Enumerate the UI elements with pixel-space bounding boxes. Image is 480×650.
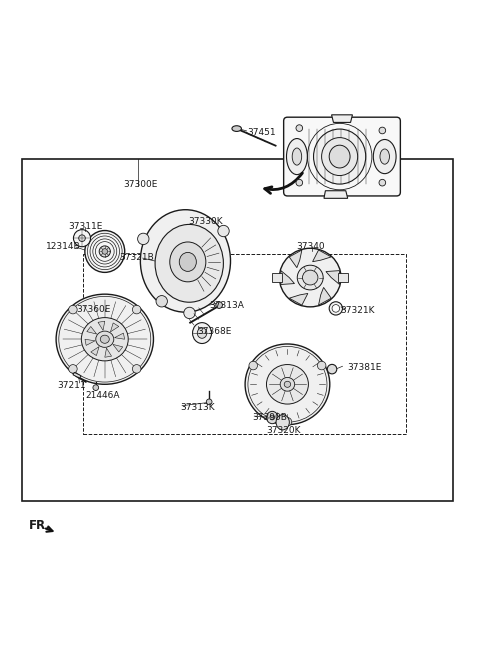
Ellipse shape <box>138 233 149 244</box>
Ellipse shape <box>79 235 85 242</box>
Text: 37313A: 37313A <box>209 300 244 309</box>
FancyArrowPatch shape <box>46 526 52 532</box>
Ellipse shape <box>380 149 389 164</box>
Ellipse shape <box>283 417 292 426</box>
Ellipse shape <box>102 249 108 254</box>
Ellipse shape <box>218 226 229 237</box>
Ellipse shape <box>179 252 196 272</box>
Bar <box>84 254 406 434</box>
Text: 37320K: 37320K <box>266 426 300 435</box>
Polygon shape <box>105 348 111 358</box>
Ellipse shape <box>132 306 141 314</box>
Polygon shape <box>85 339 95 345</box>
Polygon shape <box>324 190 348 198</box>
Polygon shape <box>91 346 99 356</box>
Ellipse shape <box>96 331 114 347</box>
Ellipse shape <box>197 328 207 338</box>
Ellipse shape <box>266 365 309 404</box>
Ellipse shape <box>322 138 358 176</box>
Ellipse shape <box>329 302 342 315</box>
Ellipse shape <box>100 335 109 343</box>
Ellipse shape <box>69 365 77 373</box>
Ellipse shape <box>69 306 77 314</box>
Ellipse shape <box>379 179 385 186</box>
Ellipse shape <box>192 322 212 343</box>
Text: 37390B: 37390B <box>252 413 287 422</box>
Text: 21446A: 21446A <box>86 391 120 400</box>
FancyArrowPatch shape <box>264 173 302 193</box>
Ellipse shape <box>296 125 302 131</box>
Ellipse shape <box>279 248 341 307</box>
Polygon shape <box>110 323 119 332</box>
Polygon shape <box>115 333 125 339</box>
Ellipse shape <box>184 307 195 318</box>
Ellipse shape <box>155 224 223 302</box>
Ellipse shape <box>56 294 154 384</box>
Ellipse shape <box>93 385 98 391</box>
Ellipse shape <box>373 140 396 174</box>
Ellipse shape <box>81 318 128 361</box>
Ellipse shape <box>132 365 141 373</box>
Text: FR.: FR. <box>29 519 51 532</box>
Ellipse shape <box>379 127 385 134</box>
Ellipse shape <box>206 399 212 405</box>
Polygon shape <box>289 293 308 305</box>
Polygon shape <box>98 321 105 330</box>
Bar <box>338 273 348 282</box>
Polygon shape <box>281 270 295 285</box>
Ellipse shape <box>170 242 206 282</box>
Text: 37451: 37451 <box>247 128 276 137</box>
Text: 37300E: 37300E <box>124 180 158 189</box>
Ellipse shape <box>287 138 307 175</box>
Bar <box>22 159 454 500</box>
Polygon shape <box>332 115 352 122</box>
Text: 37321K: 37321K <box>341 306 375 315</box>
Text: 37368E: 37368E <box>197 327 232 335</box>
Polygon shape <box>319 287 331 305</box>
Ellipse shape <box>302 270 318 285</box>
Ellipse shape <box>270 415 275 420</box>
Ellipse shape <box>276 415 289 430</box>
Text: 37381E: 37381E <box>347 363 382 372</box>
Text: 37360E: 37360E <box>76 306 111 315</box>
Text: 37321B: 37321B <box>119 253 154 262</box>
Polygon shape <box>73 372 81 378</box>
Polygon shape <box>289 250 302 268</box>
Polygon shape <box>312 250 331 262</box>
Text: 37313K: 37313K <box>180 402 216 411</box>
Text: 37211: 37211 <box>57 381 86 390</box>
Ellipse shape <box>266 411 278 424</box>
Ellipse shape <box>140 210 230 312</box>
Polygon shape <box>87 326 96 334</box>
Text: 37330K: 37330K <box>188 217 222 226</box>
Ellipse shape <box>99 246 110 257</box>
Ellipse shape <box>332 305 340 312</box>
Text: 12314B: 12314B <box>46 242 80 251</box>
Polygon shape <box>113 344 123 352</box>
Ellipse shape <box>317 361 326 370</box>
Ellipse shape <box>85 231 125 272</box>
Ellipse shape <box>292 148 301 165</box>
Ellipse shape <box>216 302 222 308</box>
Ellipse shape <box>329 145 350 168</box>
Ellipse shape <box>156 296 168 307</box>
Ellipse shape <box>249 361 257 370</box>
Ellipse shape <box>73 229 91 247</box>
Ellipse shape <box>327 365 337 374</box>
Bar <box>272 273 282 282</box>
Ellipse shape <box>297 265 323 290</box>
Polygon shape <box>326 270 339 285</box>
Ellipse shape <box>245 344 330 424</box>
Ellipse shape <box>296 179 302 186</box>
Ellipse shape <box>232 125 241 131</box>
FancyBboxPatch shape <box>284 117 400 196</box>
Ellipse shape <box>313 129 366 184</box>
Text: 37340: 37340 <box>296 242 324 251</box>
Text: 37311E: 37311E <box>69 222 103 231</box>
Ellipse shape <box>284 382 291 387</box>
Ellipse shape <box>280 378 295 391</box>
